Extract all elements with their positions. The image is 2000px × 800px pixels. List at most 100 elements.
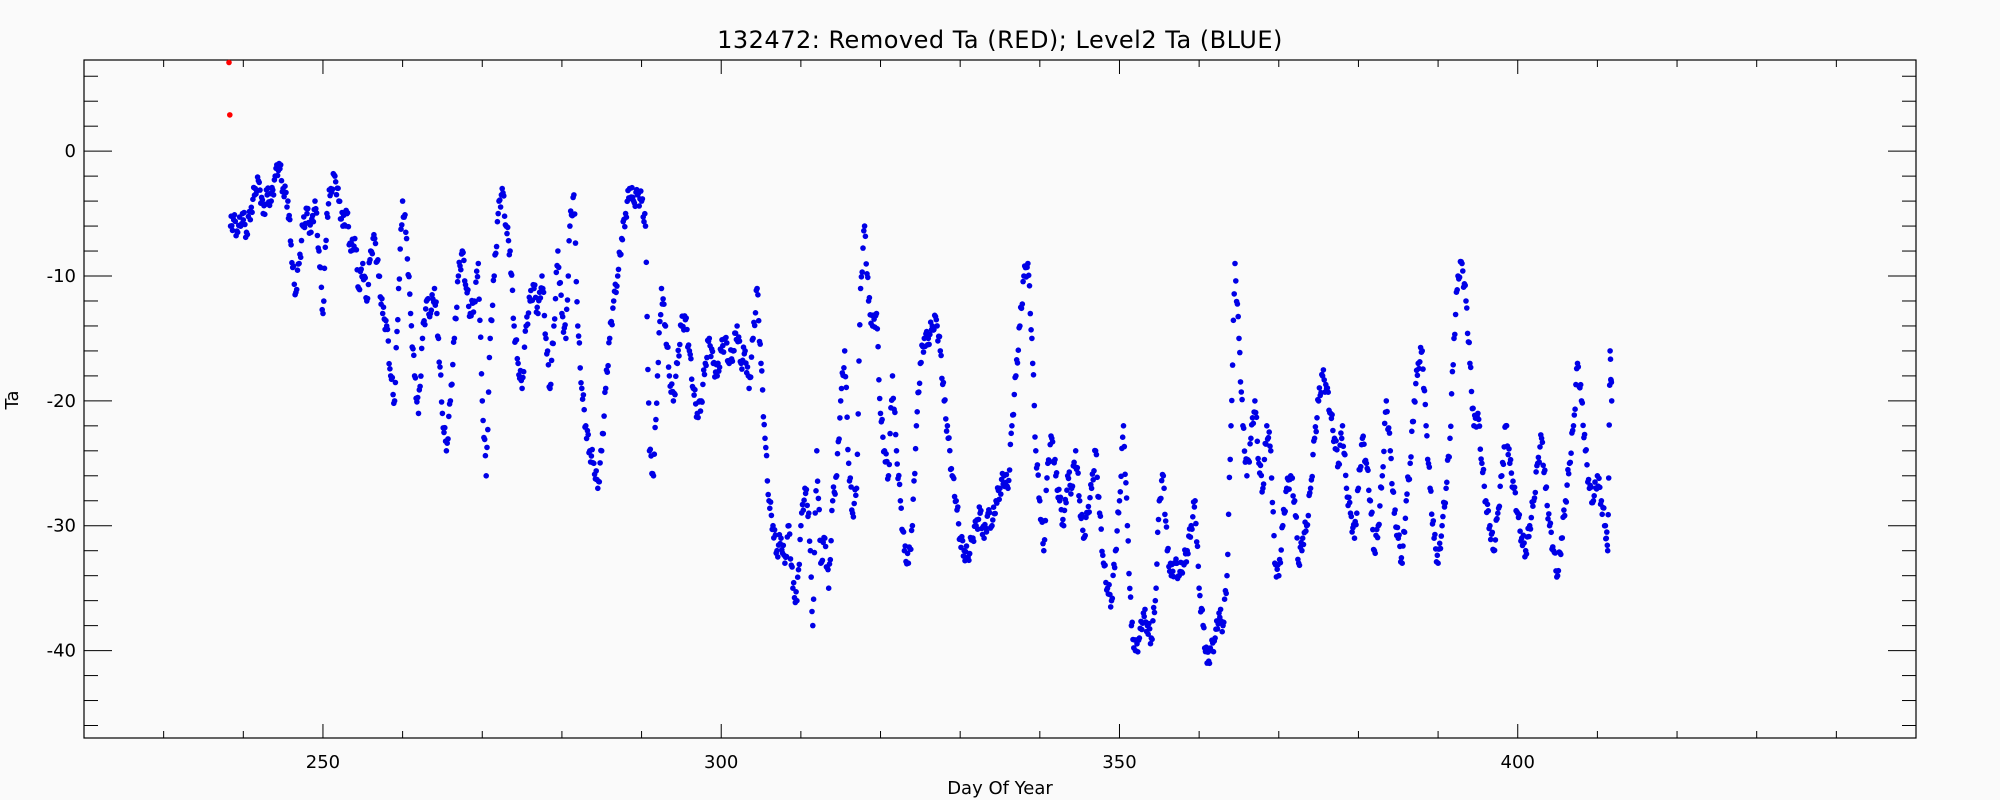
data-point [1192,498,1198,504]
data-point [1548,529,1554,536]
data-point [755,317,762,324]
data-point [380,304,387,311]
data-point [1505,451,1511,458]
data-point [1248,435,1254,442]
data-point [1265,434,1272,441]
data-point [1083,514,1089,521]
data-point [489,302,496,309]
data-point [571,211,578,217]
data-point [670,398,677,404]
data-point [1017,323,1023,329]
data-point [455,273,462,279]
data-point [736,338,743,344]
data-point [763,444,769,451]
data-point [983,529,990,535]
data-point [761,421,767,428]
data-point [575,323,581,329]
data-point [1117,489,1124,495]
data-point [1127,594,1134,600]
data-point [1414,372,1421,379]
data-point [1097,513,1104,519]
data-point [828,537,834,544]
data-point [367,256,373,263]
data-point [1141,613,1147,620]
data-point [1219,628,1225,635]
data-point [404,256,411,262]
data-point [811,549,818,556]
data-point [1528,514,1535,521]
data-point [532,282,538,288]
data-point [892,431,899,438]
data-point [744,364,751,370]
data-point [951,475,957,482]
data-point [700,367,707,373]
data-point [857,285,864,292]
data-point [1185,550,1191,557]
data-point [1260,481,1267,487]
data-point [483,473,490,479]
data-point [395,285,402,292]
data-point [826,561,833,567]
data-point [356,286,363,293]
data-point [1365,467,1371,474]
data-point [1146,626,1153,632]
data-point [1459,260,1465,267]
data-point [491,273,498,279]
data-point [606,339,612,346]
data-point [284,204,290,210]
x-tick-label: 350 [1102,752,1136,773]
data-point [810,622,816,629]
data-point [441,429,447,436]
data-point [418,345,425,352]
data-point [861,223,868,229]
data-point [1187,534,1194,540]
data-point [746,385,752,392]
data-point [266,202,273,209]
data-point [1100,552,1106,559]
data-point [591,460,597,467]
data-point [1257,462,1264,469]
data-point [573,278,580,285]
data-point [320,310,326,317]
data-point [1145,631,1151,637]
data-point [642,223,649,229]
data-point [537,295,544,301]
data-point [1324,385,1331,391]
data-point [1381,420,1388,427]
data-point [1240,425,1247,432]
data-point [959,537,966,544]
data-point [520,368,527,375]
data-point [293,286,300,293]
data-point [943,428,950,434]
data-point [1487,536,1494,543]
data-point [657,311,664,318]
data-point [1484,501,1491,508]
data-point [325,201,332,207]
data-point [473,268,480,275]
data-point [564,297,571,303]
data-point [1607,348,1613,354]
data-point [1554,572,1561,579]
data-point [1434,552,1441,559]
data-point [837,415,843,421]
data-point [1183,559,1190,565]
data-point [1229,362,1236,368]
data-point [614,273,621,279]
data-point [865,274,871,281]
data-point [1307,485,1314,492]
data-point [231,212,238,218]
data-point [589,446,595,453]
data-point [1568,450,1574,457]
data-point [407,291,413,297]
data-point [497,197,503,203]
data-point [677,341,683,348]
data-point [1535,454,1542,461]
data-point [989,522,995,529]
data-point [1258,472,1265,479]
data-point [1379,473,1386,479]
data-point [1464,305,1470,311]
data-point [809,608,815,615]
data-point [1315,398,1322,404]
data-point [1042,517,1049,524]
data-point [579,385,585,392]
